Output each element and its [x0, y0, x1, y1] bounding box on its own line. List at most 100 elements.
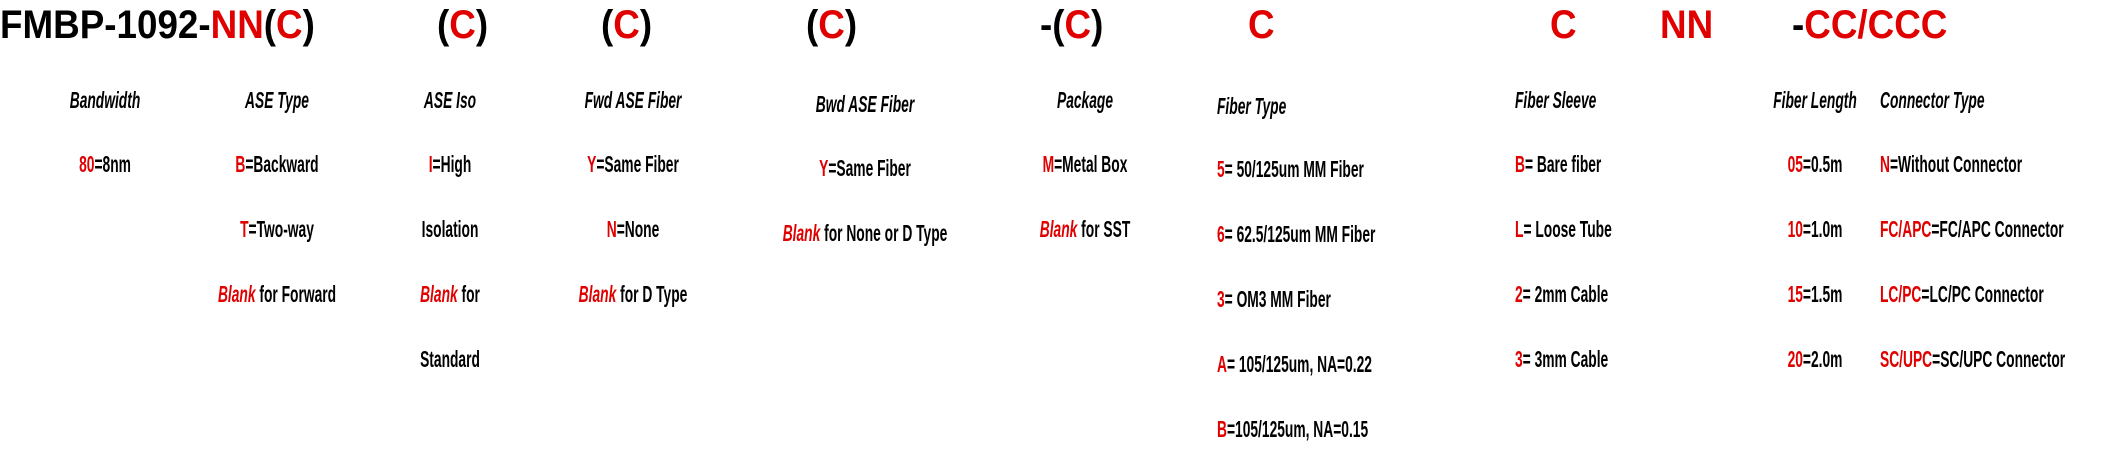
package-option: Blank for SST	[1040, 215, 1130, 243]
fwd-ase-fiber-option: N=None	[607, 215, 660, 243]
part-code-segment: FMBP-1092-NN(C)	[0, 2, 315, 48]
fiber-sleeve-option: 2= 2mm Cable	[1515, 280, 1608, 308]
option-code: 3	[1515, 346, 1523, 372]
fixed-code: (	[437, 3, 450, 47]
option-code: Blank	[420, 281, 458, 307]
fixed-code: )	[844, 3, 858, 47]
option-code: 80	[79, 151, 95, 177]
fixed-code: (	[601, 3, 614, 47]
option-code: T	[240, 216, 249, 242]
option-description: Standard	[420, 346, 480, 372]
option-code: N	[606, 216, 617, 242]
option-description: =0.5m	[1802, 151, 1843, 177]
option-description: = 62.5/125um MM Fiber	[1224, 221, 1376, 247]
option-code: C	[1248, 3, 1275, 47]
option-code: Blank	[578, 281, 617, 307]
option-code: SC/UPC	[1880, 346, 1933, 372]
option-description: for D Type	[616, 281, 688, 307]
fixed-code: (	[806, 3, 819, 47]
option-description: for	[457, 281, 480, 307]
option-code: 15	[1787, 281, 1803, 307]
bandwidth-option: 80=8nm	[79, 150, 131, 178]
option-code: 5	[1217, 156, 1225, 182]
fiber-length-option: 20=2.0m	[1788, 345, 1843, 373]
fixed-code: FMBP-1092-	[0, 3, 211, 47]
option-description: =SC/UPC Connector	[1932, 346, 2066, 372]
option-description: = 3mm Cable	[1522, 346, 1609, 372]
part-code-segment: -CC/CCC	[1792, 2, 1947, 48]
fiber-type-option: A= 105/125um, NA=0.22	[1217, 350, 1372, 378]
ase-type-label: ASE Type	[245, 87, 309, 113]
option-description: =1.0m	[1802, 216, 1843, 242]
option-description: =Metal Box	[1054, 151, 1128, 177]
package-label: Package	[1056, 87, 1114, 113]
option-code: Blank	[782, 220, 821, 246]
option-code: Y	[587, 151, 597, 177]
option-code: 6	[1217, 221, 1225, 247]
fixed-code: )	[1091, 3, 1104, 47]
option-description: =LC/PC Connector	[1921, 281, 2044, 307]
fixed-code: )	[302, 3, 315, 47]
option-code: 10	[1787, 216, 1803, 242]
option-description: = 105/125um, NA=0.22	[1226, 351, 1372, 377]
fiber-length-option: 05=0.5m	[1788, 150, 1843, 178]
option-description: Isolation	[421, 216, 479, 242]
option-code: L	[1515, 216, 1524, 242]
option-description: =None	[616, 216, 660, 242]
package-option: M=Metal Box	[1043, 150, 1128, 178]
option-code: NN	[210, 3, 264, 47]
option-code: I	[428, 151, 433, 177]
option-code: A	[1217, 351, 1227, 377]
option-description: =Two-way	[248, 216, 314, 242]
fixed-code: -	[1792, 3, 1805, 47]
option-code: B	[1217, 416, 1227, 442]
option-code: B	[235, 151, 246, 177]
ase-type-option: Blank for Forward	[218, 280, 336, 308]
option-description: =FC/APC Connector	[1931, 216, 2064, 242]
fiber-type-option: 3= OM3 MM Fiber	[1217, 285, 1331, 313]
option-description: =Same Fiber	[596, 151, 679, 177]
ase-iso-option: I=High	[429, 150, 472, 178]
fwd-ase-fiber-option: Blank for D Type	[579, 280, 688, 308]
fwd-ase-fiber-option: Y=Same Fiber	[587, 150, 679, 178]
fixed-code: (	[263, 3, 277, 47]
option-description: =Same Fiber	[828, 155, 911, 181]
option-code: 20	[1787, 346, 1803, 372]
part-code-segment: (C)	[601, 2, 652, 48]
ase-type-option: T=Two-way	[240, 215, 314, 243]
bwd-ase-fiber-option: Y=Same Fiber	[819, 154, 911, 182]
option-description: =Backward	[245, 151, 319, 177]
fiber-sleeve-option: B= Bare fiber	[1515, 150, 1601, 178]
option-description: = 2mm Cable	[1522, 281, 1609, 307]
option-description: for Forward	[255, 281, 337, 307]
ase-iso-option: Blank for	[420, 280, 480, 308]
option-code: M	[1042, 151, 1055, 177]
option-code: C	[276, 3, 303, 47]
connector-type-option: SC/UPC=SC/UPC Connector	[1880, 345, 2065, 373]
fiber-type-option: B=105/125um, NA=0.15	[1217, 415, 1368, 443]
option-description: = Bare fiber	[1524, 151, 1602, 177]
bwd-ase-fiber-option: Blank for None or D Type	[783, 219, 948, 247]
option-code: 05	[1787, 151, 1803, 177]
bandwidth-label: Bandwidth	[69, 87, 141, 113]
ase-iso-option: Isolation	[422, 215, 479, 243]
option-code: C	[613, 3, 640, 47]
part-code-segment: (C)	[437, 2, 488, 48]
connector-type-option: FC/APC=FC/APC Connector	[1880, 215, 2064, 243]
ase-iso-option: Standard	[420, 345, 480, 373]
option-code: C	[1550, 3, 1577, 47]
option-code: Blank	[1039, 216, 1078, 242]
option-description: =High	[432, 151, 472, 177]
part-code-segment: (C)	[806, 2, 857, 48]
fixed-code: -(	[1040, 3, 1065, 47]
option-code: C	[449, 3, 476, 47]
option-description: =1.5m	[1802, 281, 1843, 307]
option-code: C	[818, 3, 845, 47]
fixed-code: )	[639, 3, 653, 47]
option-description: =8nm	[94, 151, 131, 177]
option-description: =2.0m	[1802, 346, 1843, 372]
fiber-length-label: Fiber Length	[1773, 87, 1857, 113]
option-code: FC/APC	[1880, 216, 1932, 242]
part-code-segment: -(C)	[1040, 2, 1103, 48]
option-description: for SST	[1077, 216, 1131, 242]
